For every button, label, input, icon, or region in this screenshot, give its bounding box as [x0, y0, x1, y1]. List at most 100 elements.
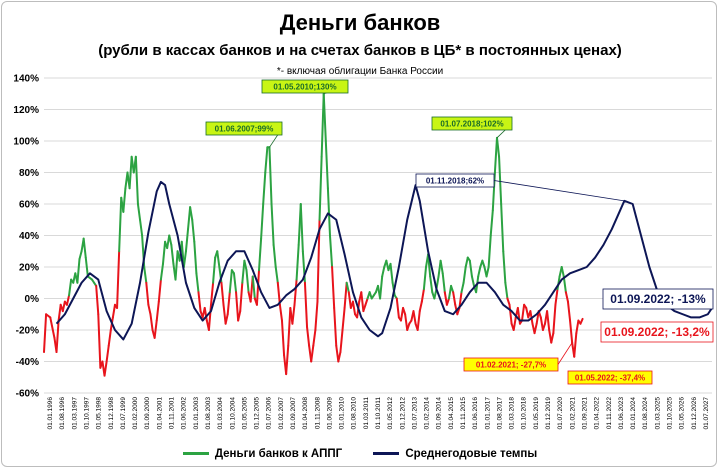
series-banks-segment — [149, 313, 154, 331]
y-tick-label: 0% — [25, 294, 40, 305]
series-banks-segment — [105, 344, 110, 363]
series-banks-segment — [452, 291, 457, 306]
x-tick-label: 01.10.2011 — [375, 397, 382, 429]
x-tick-label: 01.07.2027 — [703, 397, 710, 430]
series-banks-segment — [43, 313, 48, 354]
series-banks-segment — [299, 203, 304, 253]
series-banks-segment — [237, 310, 242, 322]
series-banks-segment — [264, 146, 269, 174]
x-tick-label: 01.12.2005 — [254, 397, 261, 430]
series-banks-segment — [416, 310, 421, 331]
y-axis-ticks: -60% -40% -20% 0% 20% 40% 60% 80% 100% 120% 140% — [13, 74, 39, 400]
series-banks-segment — [220, 281, 225, 306]
series-banks-segment — [278, 303, 283, 322]
annotation-2022-avg-label: 01.09.2022; -13% — [610, 292, 706, 306]
x-tick-label: 01.02.2014 — [424, 397, 431, 430]
x-tick-label: 01.01.2017 — [484, 397, 491, 430]
x-tick-label: 01.11.2001 — [169, 397, 176, 429]
x-tick-label: 01.09.2007 — [290, 397, 297, 430]
x-tick-label: 01.02.2021 — [569, 397, 576, 430]
series-banks-segment — [95, 284, 100, 316]
x-tick-label: 01.05.2012 — [387, 397, 394, 430]
y-tick-label: 20% — [19, 263, 39, 274]
series-banks-segment — [274, 266, 279, 284]
series-banks-segment — [161, 240, 167, 265]
series-banks-segment — [379, 275, 384, 300]
annotation-2022-banks-label: 01.09.2022; -13,2% — [604, 325, 710, 339]
series-banks-segment — [331, 266, 336, 309]
series-banks-segment — [155, 300, 160, 322]
x-tick-label: 01.02.2007 — [278, 397, 285, 430]
series-banks-segment — [226, 291, 231, 316]
x-tick-label: 01.10.2004 — [229, 397, 236, 430]
series-banks-segment — [287, 306, 292, 347]
series-banks-segment — [406, 322, 411, 331]
series-banks-segment — [195, 272, 200, 294]
series-avg-line — [55, 180, 713, 341]
series-banks-segment — [268, 146, 273, 205]
series-banks-segment — [487, 234, 492, 268]
annotation-2021-leader — [557, 342, 573, 365]
series-banks-segment — [276, 281, 281, 306]
series-banks-segment — [170, 243, 175, 265]
series-banks-segment — [395, 297, 400, 319]
x-tick-label: 01.12.2019 — [545, 397, 552, 430]
series-banks-segment — [262, 171, 267, 205]
x-tick-label: 01.12.2012 — [399, 397, 406, 430]
series-banks-segment — [381, 266, 386, 278]
legend-swatch-navy — [373, 452, 400, 456]
series-banks-segment — [159, 262, 164, 281]
annotations: 01.06.2007;99% 01.05.2010;130% 01.07.2018;… — [205, 79, 714, 385]
series-banks-segment — [560, 266, 565, 278]
series-banks-segment — [450, 284, 455, 294]
series-banks-segment — [579, 317, 584, 325]
series-banks-segment — [326, 187, 331, 237]
annotation-2018-avg-label: 01.11.2018;62% — [426, 176, 484, 185]
legend-label-green: Деньги банков к АППГ — [214, 448, 343, 460]
y-tick-label: 40% — [19, 231, 39, 242]
series-banks-segment — [481, 259, 486, 268]
series-banks-segment — [203, 306, 208, 322]
series-banks-segment — [491, 171, 496, 212]
series-banks-segment — [128, 155, 133, 190]
series-banks-segment — [550, 332, 555, 344]
series-banks-segment — [328, 234, 334, 268]
x-tick-label: 01.05.2026 — [679, 397, 686, 430]
x-tick-label: 01.03.2011 — [363, 397, 370, 429]
x-tick-label: 01.07.2013 — [411, 397, 418, 430]
annotation-2021-label: 01.02.2021; -27,7% — [476, 360, 546, 369]
series-banks-segment — [78, 250, 83, 261]
series-banks-segment — [232, 272, 238, 294]
x-tick-label: 01.12.1998 — [108, 397, 115, 430]
series-banks-segment — [362, 303, 367, 313]
y-tick-label: 120% — [13, 105, 39, 116]
series-banks-segment — [464, 256, 469, 268]
series-banks-segment — [339, 329, 344, 354]
series-banks-segment — [412, 310, 417, 325]
series-banks-segment — [260, 203, 265, 240]
series-banks-segment — [258, 237, 263, 272]
series-banks-segment — [84, 256, 89, 278]
series-banks-segment — [498, 155, 503, 205]
series-banks-segment — [147, 303, 152, 316]
x-tick-label: 01.06.2023 — [618, 397, 625, 430]
x-tick-label: 01.08.1996 — [59, 397, 66, 430]
series-banks-segment — [470, 275, 476, 287]
x-tick-label: 01.08.2003 — [205, 397, 212, 430]
series-banks-segment — [228, 269, 233, 294]
x-tick-label: 01.04.2022 — [594, 397, 601, 430]
series-banks-segment — [541, 322, 546, 331]
chart-footnote: *- включая облигации Банка России — [276, 66, 444, 77]
series-banks-segment — [460, 281, 465, 294]
series-banks-segment — [107, 329, 112, 347]
series-banks-segment — [295, 243, 300, 281]
series-banks-segment — [341, 306, 346, 331]
series-banks-segment — [291, 303, 296, 325]
series-banks-segment — [337, 351, 342, 363]
series-banks-segment — [318, 155, 323, 221]
series-banks-segment — [57, 303, 62, 322]
x-tick-label: 01.11.2022 — [606, 397, 613, 429]
series-banks-segment — [324, 140, 329, 190]
series-banks-segment — [68, 278, 73, 297]
